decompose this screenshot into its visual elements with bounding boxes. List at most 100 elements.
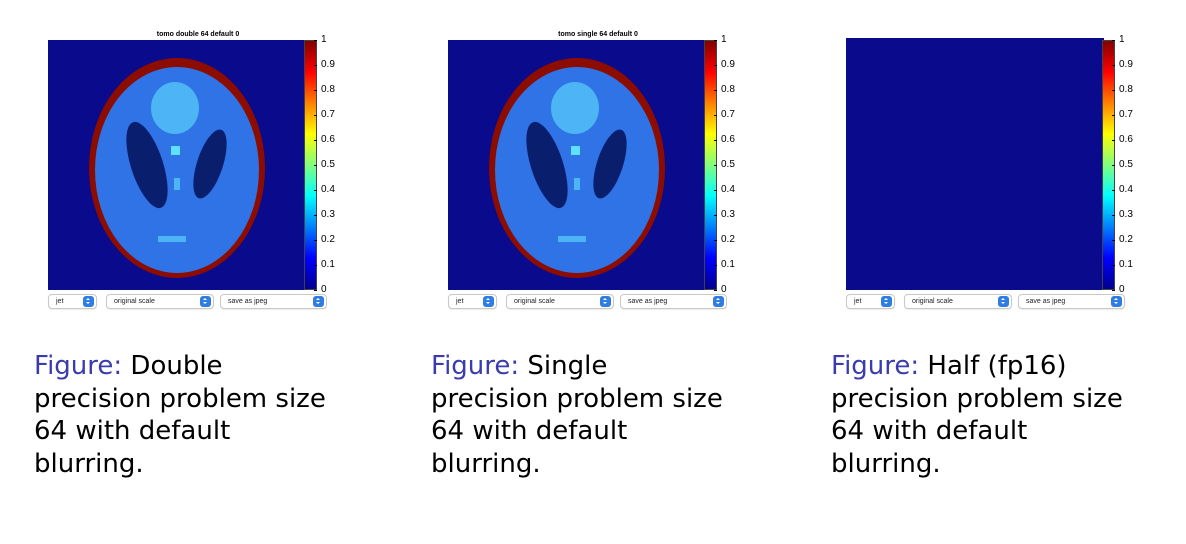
phantom-svg	[89, 58, 265, 278]
colorbar-tick-label: 1	[321, 34, 327, 45]
save-select-value: save as jpeg	[628, 298, 668, 305]
colorbar-tick-label: 0.2	[1119, 234, 1133, 245]
colorbar-tick-mark	[1112, 265, 1115, 266]
colorbar-tick-label: 0.9	[321, 59, 335, 70]
colorbar-tick-label: 0.5	[1119, 159, 1133, 170]
colorbar-tick-label: 0.7	[721, 109, 735, 120]
colorbar-tick-mark	[714, 165, 717, 166]
save-select[interactable]: save as jpeg	[620, 294, 727, 309]
colormap-select-value: jet	[456, 298, 464, 305]
colorbar-tick-mark	[714, 140, 717, 141]
chevron-updown-icon	[1111, 296, 1122, 307]
scale-select[interactable]: original scale	[506, 294, 614, 309]
caption-label: Figure:	[431, 351, 520, 381]
caption-line: precision problem size	[831, 383, 1123, 414]
scale-select[interactable]: original scale	[904, 294, 1012, 309]
colormap-select[interactable]: jet	[846, 294, 895, 309]
colorbar-tick-label: 0.2	[321, 234, 335, 245]
colorbar-tick-mark	[714, 40, 717, 41]
figure-caption: Figure: Single precision problem size 64…	[431, 350, 761, 480]
scale-select[interactable]: original scale	[106, 294, 214, 309]
colorbar-tick-label: 1	[1119, 34, 1125, 45]
colorbar-tick-mark	[314, 215, 317, 216]
phantom-image	[846, 38, 1104, 290]
colorbar-tick-mark	[314, 240, 317, 241]
scale-select-value: original scale	[514, 298, 555, 305]
phantom-right-dark-region	[193, 129, 227, 199]
colorbar-tick-mark	[1112, 90, 1115, 91]
colorbar-tick-mark	[1112, 215, 1115, 216]
colorbar-tick-mark	[1112, 165, 1115, 166]
colorbar-tick-label: 0.3	[1119, 209, 1133, 220]
plot-title: tomo single 64 default 0	[558, 31, 638, 38]
colorbar-tick-mark	[1112, 190, 1115, 191]
scale-select-value: original scale	[114, 298, 155, 305]
phantom-center-small-region	[574, 178, 580, 190]
colorbar-tick-label: 0.6	[1119, 134, 1133, 145]
colorbar-tick-label: 0	[1119, 284, 1125, 295]
scale-select-value: original scale	[912, 298, 953, 305]
colormap-select-value: jet	[56, 298, 64, 305]
colorbar-tick-label: 0.2	[721, 234, 735, 245]
save-select-value: save as jpeg	[1026, 298, 1066, 305]
colorbar-tick-mark	[314, 65, 317, 66]
colorbar-tick-label: 0.3	[321, 209, 335, 220]
caption-line: 64 with default	[34, 416, 231, 446]
phantom-center-small-region	[174, 178, 180, 190]
colorbar-tick-mark	[314, 190, 317, 191]
colorbar-tick-label: 0.9	[721, 59, 735, 70]
colorbar-tick-mark	[314, 115, 317, 116]
figure-panel-double: tomo double 64 default 0 0 0.1 0.2 0.3 0.4 0.…	[48, 0, 368, 544]
phantom-image	[48, 40, 306, 290]
caption-line: precision problem size	[431, 383, 723, 414]
phantom-center-spot	[171, 146, 180, 155]
colorbar-tick-label: 0.4	[321, 184, 335, 195]
colorbar-tick-mark	[314, 90, 317, 91]
colorbar-tick-label: 0.9	[1119, 59, 1133, 70]
chevron-updown-icon	[83, 296, 94, 307]
caption-label: Figure:	[34, 351, 123, 381]
caption-line: Half (fp16)	[927, 351, 1067, 381]
colorbar-tick-mark	[1112, 115, 1115, 116]
colorbar-tick-label: 0.4	[721, 184, 735, 195]
chevron-updown-icon	[200, 296, 211, 307]
phantom-body	[495, 67, 659, 273]
phantom-body	[95, 67, 259, 273]
colorbar-tick-mark	[314, 140, 317, 141]
plot-title: tomo double 64 default 0	[156, 31, 240, 38]
colorbar-tick-mark	[714, 215, 717, 216]
colorbar-tick-label: 1	[721, 34, 727, 45]
save-select[interactable]: save as jpeg	[1018, 294, 1125, 309]
colormap-select[interactable]: jet	[448, 294, 497, 309]
colorbar-tick-label: 0.4	[1119, 184, 1133, 195]
colorbar-tick-label: 0.1	[721, 259, 735, 270]
phantom-left-dark-region	[126, 121, 168, 209]
colorbar-tick-label: 0.6	[321, 134, 335, 145]
colormap-select[interactable]: jet	[48, 294, 97, 309]
colorbar-tick-label: 0.1	[321, 259, 335, 270]
colorbar-tick-label: 0.5	[721, 159, 735, 170]
caption-line: blurring.	[34, 448, 144, 479]
chevron-updown-icon	[600, 296, 611, 307]
colorbar-tick-label: 0.7	[321, 109, 335, 120]
phantom-svg	[489, 58, 665, 278]
colorbar-tick-label: 0.6	[721, 134, 735, 145]
colormap-select-value: jet	[854, 298, 862, 305]
colorbar-tick-mark	[714, 90, 717, 91]
chevron-updown-icon	[881, 296, 892, 307]
save-select[interactable]: save as jpeg	[220, 294, 327, 309]
phantom-right-dark-region	[593, 129, 627, 199]
colorbar-tick-mark	[714, 115, 717, 116]
colorbar-tick-mark	[1112, 240, 1115, 241]
caption-line: 64 with default	[831, 416, 1028, 446]
colorbar-tick-mark	[314, 165, 317, 166]
figure-caption: Figure: Double precision problem size 64…	[34, 350, 364, 480]
colorbar-tick-mark	[714, 190, 717, 191]
figure-panel-half: 0 0.1 0.2 0.3 0.4 0.5 0.6 0.7 0.8 0.9 1 jet origin…	[846, 0, 1166, 544]
figure-panel-single: tomo single 64 default 0 0 0.1 0.2 0.3 0.4 0.…	[448, 0, 768, 544]
colorbar-tick-mark	[714, 290, 717, 291]
phantom-image	[448, 40, 706, 290]
colorbar-tick-label: 0.7	[1119, 109, 1133, 120]
figure-caption: Figure: Half (fp16) precision problem si…	[831, 350, 1161, 480]
chevron-updown-icon	[483, 296, 494, 307]
